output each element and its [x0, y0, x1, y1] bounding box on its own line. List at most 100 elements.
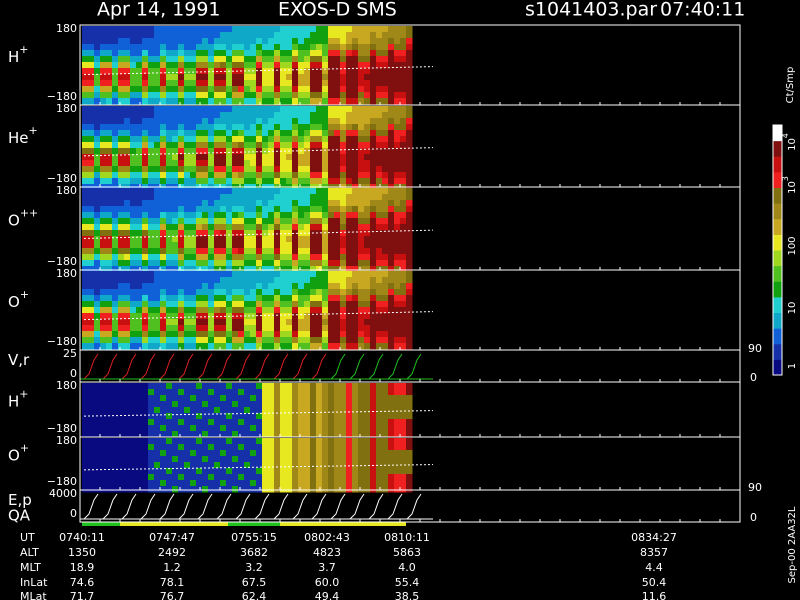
spectrogram-cell — [310, 194, 317, 201]
spectrogram-cell — [166, 431, 173, 438]
spectrogram-cell — [160, 301, 167, 308]
spectrogram-cell — [214, 407, 221, 414]
spectrogram-cell — [232, 266, 239, 273]
spectrogram-cell — [226, 260, 233, 267]
spectrogram-cell — [274, 142, 281, 149]
spectrogram-cell — [322, 266, 329, 273]
spectrogram-cell — [106, 266, 113, 273]
spectrogram-cell — [370, 444, 377, 451]
spectrogram-cell — [226, 218, 233, 225]
spectrogram-cell — [250, 44, 257, 51]
spectrogram-cell — [274, 248, 281, 255]
spectrogram-cell — [136, 289, 143, 296]
spectrogram-cell — [304, 178, 311, 185]
spectrogram-cell — [166, 68, 173, 75]
spectrogram-cell — [106, 248, 113, 255]
spectrogram-cell — [298, 474, 305, 481]
spectrogram-cell — [166, 86, 173, 93]
spectrogram-cell — [100, 413, 107, 420]
spectrogram-cell — [322, 248, 329, 255]
spectrogram-cell — [142, 277, 149, 284]
spectrogram-cell — [280, 444, 287, 451]
spectrogram-cell — [328, 112, 335, 119]
spectrogram-cell — [100, 166, 107, 173]
spectrogram-cell — [376, 289, 383, 296]
spectrogram-cell — [268, 277, 275, 284]
spectrogram-cell — [130, 444, 137, 451]
spectrogram-cell — [202, 271, 209, 278]
colorbar-label: 104 — [781, 133, 799, 151]
y-bottom-label: 0 — [70, 507, 77, 520]
spectrogram-cell — [184, 295, 191, 302]
spectrogram-cell — [382, 271, 389, 278]
spectrogram-cell — [286, 301, 293, 308]
spectrogram-cell — [100, 98, 107, 105]
spectrogram-cell — [322, 242, 329, 249]
spectrogram-cell — [136, 56, 143, 63]
spectrogram-cell — [370, 474, 377, 481]
trace — [330, 353, 346, 380]
spectrogram-cell — [142, 62, 149, 69]
spectrogram-cell — [334, 194, 341, 201]
spectrogram-cell — [202, 260, 209, 267]
spectrogram-cell — [238, 200, 245, 207]
spectrogram-cell — [100, 248, 107, 255]
spectrogram-cell — [100, 325, 107, 332]
spectrogram-cell — [178, 224, 185, 231]
panel-label: He+ — [8, 124, 38, 147]
spectrogram-cell — [142, 242, 149, 249]
spectrogram-cell — [382, 331, 389, 338]
spectrogram-cell — [394, 325, 401, 332]
spectrogram-cell — [376, 206, 383, 213]
spectrogram-cell — [364, 325, 371, 332]
spectrogram-cell — [406, 236, 413, 243]
spectrogram-cell — [232, 462, 239, 469]
spectrogram-cell — [262, 130, 269, 137]
spectrogram-cell — [208, 313, 215, 320]
spectrogram-cell — [298, 74, 305, 81]
spectrogram-cell — [310, 444, 317, 451]
spectrogram-cell — [400, 98, 407, 105]
spectrogram-cell — [286, 56, 293, 63]
spectrogram-cell — [226, 307, 233, 314]
spectrogram-cell — [106, 313, 113, 320]
spectrogram-cell — [88, 154, 95, 161]
spectrogram-cell — [370, 154, 377, 161]
y-bottom-label: 0 — [70, 367, 77, 380]
spectrogram-cell — [94, 62, 101, 69]
spectrogram-cell — [244, 480, 251, 487]
spectrogram-cell — [88, 343, 95, 350]
spectrogram-cell — [352, 32, 359, 39]
spectrogram-cell — [388, 188, 395, 195]
spectrogram-cell — [334, 331, 341, 338]
spectrogram-cell — [130, 260, 137, 267]
spectrogram-cell — [268, 224, 275, 231]
spectrogram-cell — [178, 266, 185, 273]
spectrogram-cell — [334, 230, 341, 237]
spectrogram-cell — [292, 450, 299, 457]
spectrogram-cell — [226, 86, 233, 93]
spectrogram-cell — [382, 301, 389, 308]
spectrogram-cell — [346, 224, 353, 231]
spectrogram-cell — [310, 106, 317, 113]
spectrogram-cell — [184, 319, 191, 326]
spectrogram-cell — [400, 148, 407, 155]
spectrogram-cell — [406, 106, 413, 113]
spectrogram-cell — [388, 68, 395, 75]
spectrogram-cell — [256, 154, 263, 161]
spectrogram-cell — [280, 283, 287, 290]
spectrogram-cell — [388, 425, 395, 432]
spectrogram-cell — [352, 486, 359, 493]
spectrogram-cell — [226, 124, 233, 131]
spectrogram-cell — [346, 44, 353, 51]
spectrogram-cell — [160, 277, 167, 284]
spectrogram-cell — [100, 74, 107, 81]
spectrogram-cell — [118, 86, 125, 93]
spectrogram-cell — [244, 254, 251, 261]
spectrogram-cell — [304, 80, 311, 87]
spectrogram-cell — [196, 260, 203, 267]
spectrogram-cell — [196, 56, 203, 63]
spectrogram-cell — [238, 438, 245, 445]
spectrogram-cell — [346, 401, 353, 408]
spectrogram-cell — [376, 50, 383, 57]
